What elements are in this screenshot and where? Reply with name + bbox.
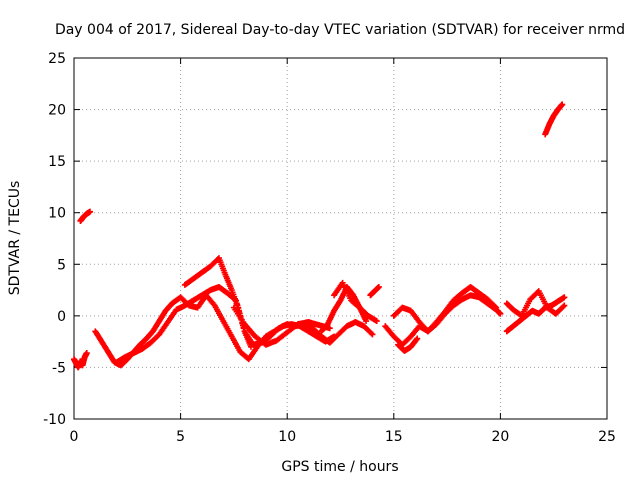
data-point-markers [542, 101, 566, 138]
data-point-markers [395, 335, 421, 354]
plot-frame [73, 57, 608, 420]
series-arc-n [503, 288, 568, 319]
x-tick-label: 20 [491, 429, 509, 445]
series-arc-o [542, 101, 566, 138]
y-tick-label: 15 [48, 154, 66, 170]
y-tick-label: -5 [52, 360, 66, 376]
y-tick-label: -10 [43, 412, 66, 428]
data-point-markers [230, 304, 333, 348]
y-tick-label: 0 [57, 309, 66, 325]
data-point-markers [71, 349, 90, 371]
series-arc-i [367, 283, 382, 299]
x-tick-label: 5 [176, 429, 185, 445]
data-point-markers [331, 279, 380, 325]
x-tick-label: 25 [598, 429, 616, 445]
data-point-markers [503, 288, 568, 319]
data-point-markers [367, 283, 382, 299]
axis-ticks [73, 57, 608, 420]
data-point-markers [390, 292, 504, 335]
x-tick-labels: 0 5 10 15 20 25 [70, 429, 616, 445]
y-tick-label: 5 [57, 257, 66, 273]
chart-title: Day 004 of 2017, Sidereal Day-to-day VTE… [55, 22, 625, 38]
series-arc-d [113, 283, 376, 366]
x-tick-label: 10 [278, 429, 296, 445]
x-tick-label: 0 [70, 429, 79, 445]
data-series [71, 101, 568, 371]
data-point-markers [77, 208, 93, 224]
series-arc-e [181, 255, 254, 350]
x-axis-label: GPS time / hours [281, 459, 398, 475]
y-tick-label: 10 [48, 206, 66, 222]
y-tick-label: 25 [48, 51, 66, 67]
y-tick-labels: -10 -5 0 5 10 15 20 25 [43, 51, 66, 428]
series-arc-l [395, 335, 421, 354]
series-arc-a [71, 349, 90, 371]
series-arc-h [331, 279, 380, 325]
series-arc-k [390, 292, 504, 335]
data-point-markers [181, 255, 254, 350]
series-arc-b [77, 208, 93, 224]
x-tick-label: 15 [385, 429, 403, 445]
y-axis-label: SDTVAR / TECUs [7, 181, 23, 296]
y-tick-label: 20 [48, 103, 66, 119]
series-arc-f [230, 304, 333, 348]
data-point-markers [113, 283, 376, 366]
